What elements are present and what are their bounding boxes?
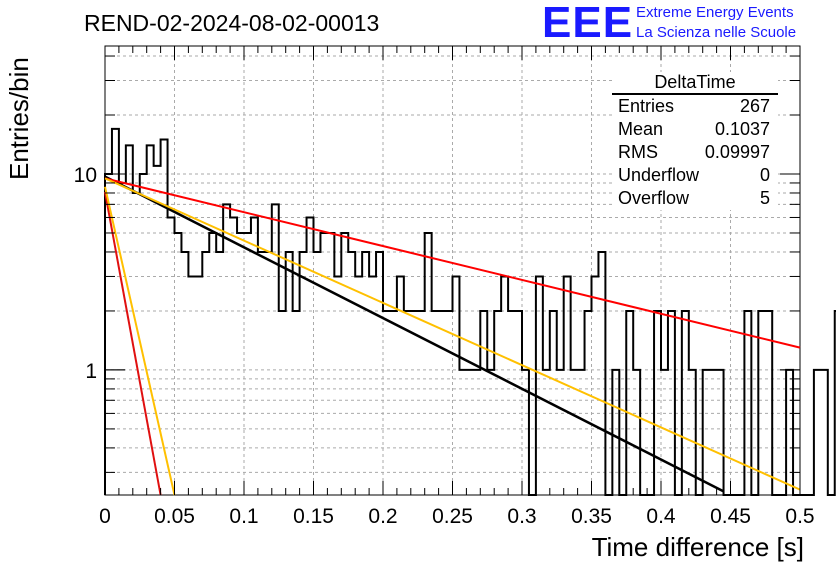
stats-value: 0 [759,165,770,185]
x-tick-label: 0.35 [571,505,612,528]
logo-line-2: La Scienza nelle Scuole [636,24,797,41]
stats-value: 267 [739,96,770,116]
x-tick-label: 0.05 [154,505,195,528]
fit-line [104,191,162,496]
histogram-outline [104,127,836,496]
x-tick-label: 0.4 [646,505,676,528]
eee-logo: EEE [542,0,634,47]
y-tick-label: 1 [85,360,97,383]
stats-row-underflow: Underflow 0 [612,164,778,187]
axis-ticks [104,46,801,495]
stats-value: 5 [759,188,770,208]
x-tick-label: 0.2 [368,505,397,528]
stats-row-mean: Mean 0.1037 [612,118,778,141]
x-tick-label: 0.45 [710,505,751,528]
logo-caption: Extreme Energy Events La Scienza nelle S… [636,3,796,43]
stats-value: 0.09997 [704,142,770,162]
x-axis-label: Time difference [s] [591,532,804,562]
stats-label: Entries [618,96,675,116]
stats-value: 0.1037 [714,119,770,139]
stats-label: Underflow [618,165,700,185]
histogram-bars [104,127,836,496]
fit-line [104,177,801,491]
fit-line [104,177,801,349]
x-tick-label: 0.25 [432,505,473,528]
logo-line-1: Extreme Energy Events [636,4,794,21]
x-tick-label: 0.1 [229,505,258,528]
fit-line [104,186,176,496]
stats-title: DeltaTime [612,72,778,95]
y-tick-label: 10 [74,164,97,187]
fit-lines [104,175,801,496]
x-tick-label: 0 [99,505,111,528]
stats-box: DeltaTime Entries 267 Mean 0.1037 RMS 0.099… [612,72,778,210]
fit-line [104,175,725,493]
stats-row-overflow: Overflow 5 [612,187,778,210]
x-tick-label: 0.5 [785,505,814,528]
tick-labels: 0 0.05 0.1 0.15 0.2 0.25 0.3 0.35 0.4 0.45 0.5 1 10 [74,164,815,528]
stats-label: Mean [618,119,664,139]
x-tick-label: 0.3 [507,505,536,528]
stats-label: Overflow [618,188,690,208]
stats-row-entries: Entries 267 [612,95,778,118]
stats-row-rms: RMS 0.09997 [612,141,778,164]
stats-label: RMS [618,142,658,162]
chart-title: REND-02-2024-08-02-00013 [84,10,380,36]
y-axis-label: Entries/bin [4,57,34,180]
x-tick-label: 0.15 [293,505,334,528]
